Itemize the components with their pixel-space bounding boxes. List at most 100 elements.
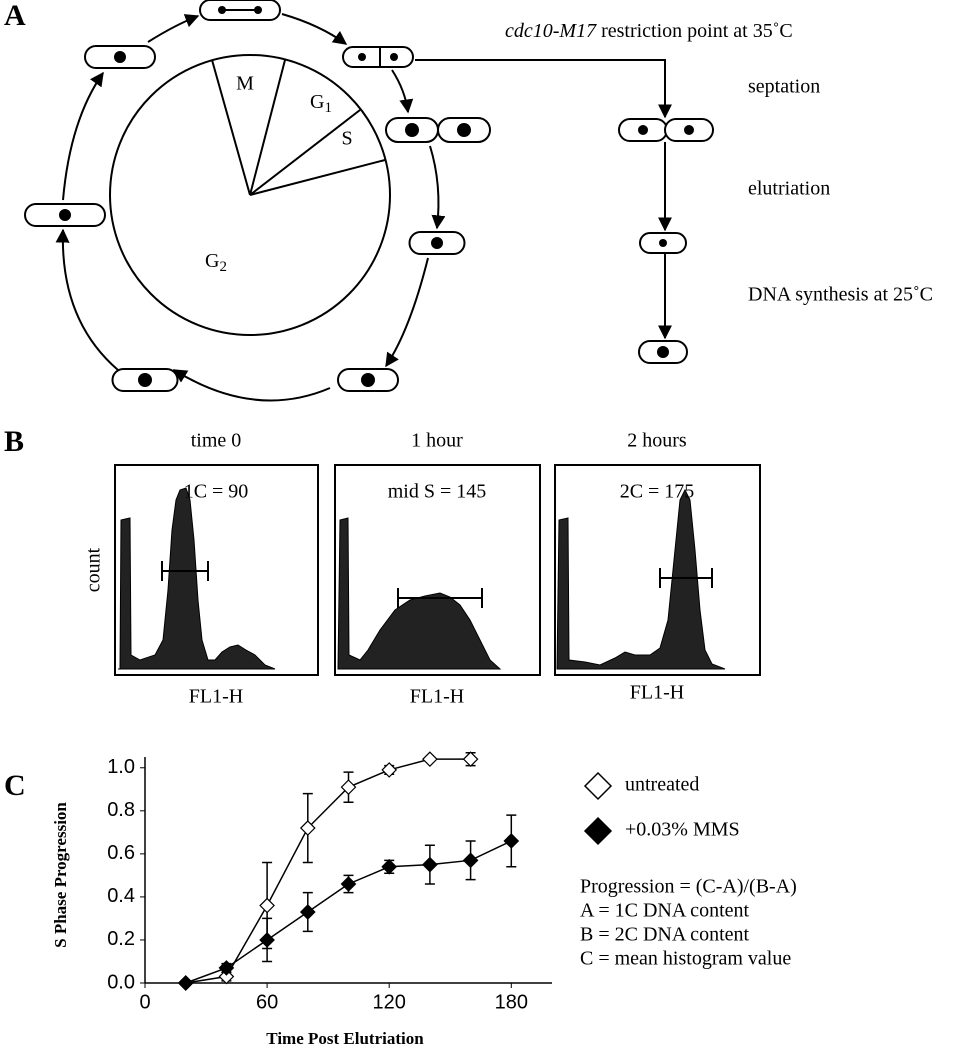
step-label: septation — [748, 76, 820, 98]
y-tick-label: 0.0 — [107, 971, 135, 993]
histogram-stat: mid S = 145 — [388, 481, 487, 503]
series-line — [185, 840, 512, 984]
marker — [340, 779, 357, 795]
y-tick-label: 1.0 — [107, 756, 135, 778]
arrow — [62, 71, 104, 201]
y-tick-label: 0.8 — [107, 799, 135, 821]
cell — [342, 46, 414, 68]
phase-divider — [211, 59, 386, 196]
histogram-panels: count time 0 1 hour 2 hours 1C = 90 mid … — [83, 430, 761, 708]
cell-cycle-diagram: M G1 S G2 cdc10-M17 restriction point at… — [24, 0, 933, 402]
marker — [381, 762, 398, 778]
x-tick-label: 180 — [495, 991, 528, 1013]
histogram-title: 2 hours — [627, 430, 687, 452]
marker — [218, 968, 235, 985]
y-tick-label: 0.6 — [107, 842, 135, 864]
legend-label: untreated — [625, 774, 699, 796]
nucleus — [684, 125, 694, 135]
nucleus — [405, 123, 419, 137]
marker — [259, 932, 275, 948]
histogram-shape — [556, 488, 726, 670]
arrow — [391, 69, 414, 114]
marker — [259, 897, 275, 914]
phase-label: G1 — [310, 91, 332, 117]
annotation: C = mean histogram value — [580, 948, 791, 970]
nucleus — [659, 239, 667, 247]
y-tick-label: 0.2 — [107, 928, 135, 950]
marker — [177, 975, 194, 991]
marker — [299, 820, 316, 836]
histogram-stat: 2C = 175 — [620, 481, 695, 503]
y-axis-label: S Phase Progression — [51, 802, 70, 948]
histogram-shape — [118, 487, 276, 670]
legend-label: +0.03% MMS — [625, 819, 740, 841]
phase-letter: G — [310, 91, 324, 113]
nucleus — [657, 346, 669, 358]
arrow — [55, 228, 119, 371]
x-axis-label: Time Post Elutriation — [266, 1029, 424, 1048]
phase-sub: 1 — [324, 100, 332, 116]
panel-label: A — [4, 0, 26, 32]
nucleus — [457, 123, 471, 137]
marker — [422, 856, 438, 873]
legend-marker — [583, 771, 613, 801]
phase-label: M — [236, 73, 254, 95]
x-tick-label: 60 — [256, 991, 278, 1013]
gate — [397, 588, 483, 608]
nucleus — [390, 53, 398, 61]
annotation: A = 1C DNA content — [580, 900, 749, 922]
histogram-frame — [114, 464, 319, 676]
x-axis-label: FL1-H — [410, 686, 464, 708]
y-tick-label: 0.4 — [107, 885, 135, 907]
histogram-title: time 0 — [191, 430, 242, 452]
panel-label: C — [4, 769, 26, 802]
arrow — [281, 13, 348, 45]
nucleus — [138, 373, 152, 387]
phase-letter: G — [205, 250, 219, 272]
phase-label: G2 — [205, 250, 227, 276]
marker — [462, 852, 479, 869]
x-tick-label: 120 — [373, 991, 406, 1013]
arrow — [147, 14, 200, 43]
x-axis-label: FL1-H — [189, 686, 243, 708]
nucleus — [638, 125, 648, 135]
gate — [659, 568, 713, 588]
marker — [503, 833, 520, 849]
x-tick-label: 0 — [139, 991, 150, 1013]
phase-sub: 2 — [219, 259, 227, 275]
phase-label: S — [341, 128, 352, 150]
histogram-title: 1 hour — [411, 430, 463, 452]
legend-marker — [583, 816, 613, 846]
panel-label: B — [4, 425, 24, 458]
line-chart: Time Post Elutriation S Phase Progressio… — [51, 751, 797, 1048]
arrow — [385, 257, 429, 368]
marker — [299, 904, 316, 920]
nucleus — [114, 51, 126, 63]
arrow — [415, 59, 672, 119]
step-label: DNA synthesis at 25˚C — [748, 284, 933, 306]
gate — [161, 561, 209, 581]
cells — [24, 0, 714, 392]
label-text: restriction point at 35˚C — [596, 20, 793, 42]
gene-name: cdc10-M17 — [505, 20, 597, 42]
restriction-point-label: cdc10-M17 restriction point at 35˚C — [505, 20, 793, 42]
step-label: elutriation — [748, 178, 830, 200]
arrow — [429, 145, 446, 230]
nucleus — [358, 53, 366, 61]
nucleus — [59, 209, 71, 221]
nucleus — [431, 237, 443, 249]
marker — [462, 751, 479, 768]
series-line — [185, 758, 471, 984]
annotation: Progression = (C-A)/(B-A) — [580, 876, 797, 898]
nucleus — [361, 373, 375, 387]
histogram-frame — [554, 464, 761, 676]
x-axis-label: FL1-H — [630, 682, 684, 704]
y-axis-label: count — [83, 547, 105, 592]
marker — [218, 960, 235, 976]
annotation: B = 2C DNA content — [580, 924, 749, 946]
marker — [340, 876, 357, 892]
histogram-stat: 1C = 90 — [184, 481, 249, 503]
marker — [422, 751, 438, 768]
marker — [381, 858, 398, 875]
